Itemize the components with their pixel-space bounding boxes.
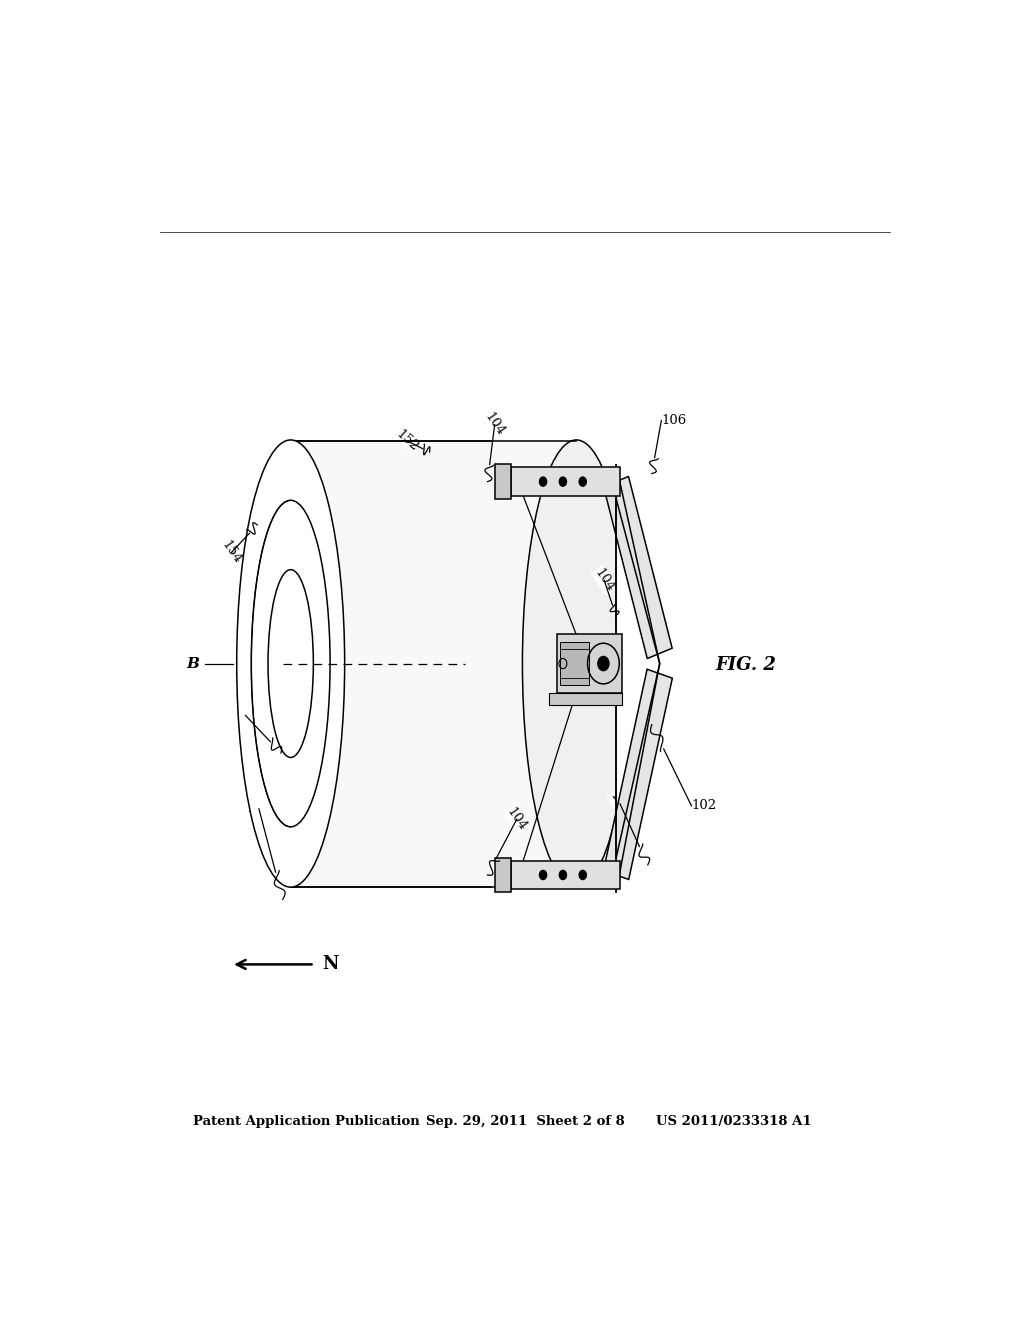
Text: B: B [186, 656, 200, 671]
Circle shape [580, 477, 587, 486]
Circle shape [559, 870, 566, 879]
Text: 106: 106 [607, 789, 633, 818]
Circle shape [559, 477, 566, 486]
Text: 150: 150 [247, 803, 271, 816]
Text: 104: 104 [592, 566, 616, 594]
Bar [511, 861, 621, 890]
Bar [557, 634, 622, 693]
Text: 152: 152 [393, 428, 421, 454]
Circle shape [598, 656, 609, 671]
Text: US 2011/0233318 A1: US 2011/0233318 A1 [655, 1115, 811, 1129]
Circle shape [580, 870, 587, 879]
Bar [511, 467, 621, 496]
Text: 156: 156 [232, 701, 258, 730]
Circle shape [540, 477, 547, 486]
Polygon shape [603, 669, 673, 879]
Bar [549, 693, 622, 705]
Text: N: N [323, 956, 339, 973]
Text: 102: 102 [691, 800, 717, 812]
Text: Patent Application Publication: Patent Application Publication [194, 1115, 420, 1129]
Polygon shape [616, 482, 659, 875]
Bar [496, 858, 511, 892]
Bar [496, 465, 511, 499]
Bar [560, 643, 589, 685]
Text: FIG. 2: FIG. 2 [715, 656, 776, 673]
Text: 106: 106 [662, 414, 686, 428]
Ellipse shape [237, 440, 345, 887]
Polygon shape [603, 477, 672, 659]
Text: 104: 104 [505, 805, 529, 833]
Polygon shape [237, 440, 631, 887]
Text: 154: 154 [219, 539, 244, 566]
Ellipse shape [522, 440, 631, 887]
Circle shape [540, 870, 547, 879]
Text: 104: 104 [482, 411, 507, 438]
Text: Sep. 29, 2011  Sheet 2 of 8: Sep. 29, 2011 Sheet 2 of 8 [426, 1115, 625, 1129]
